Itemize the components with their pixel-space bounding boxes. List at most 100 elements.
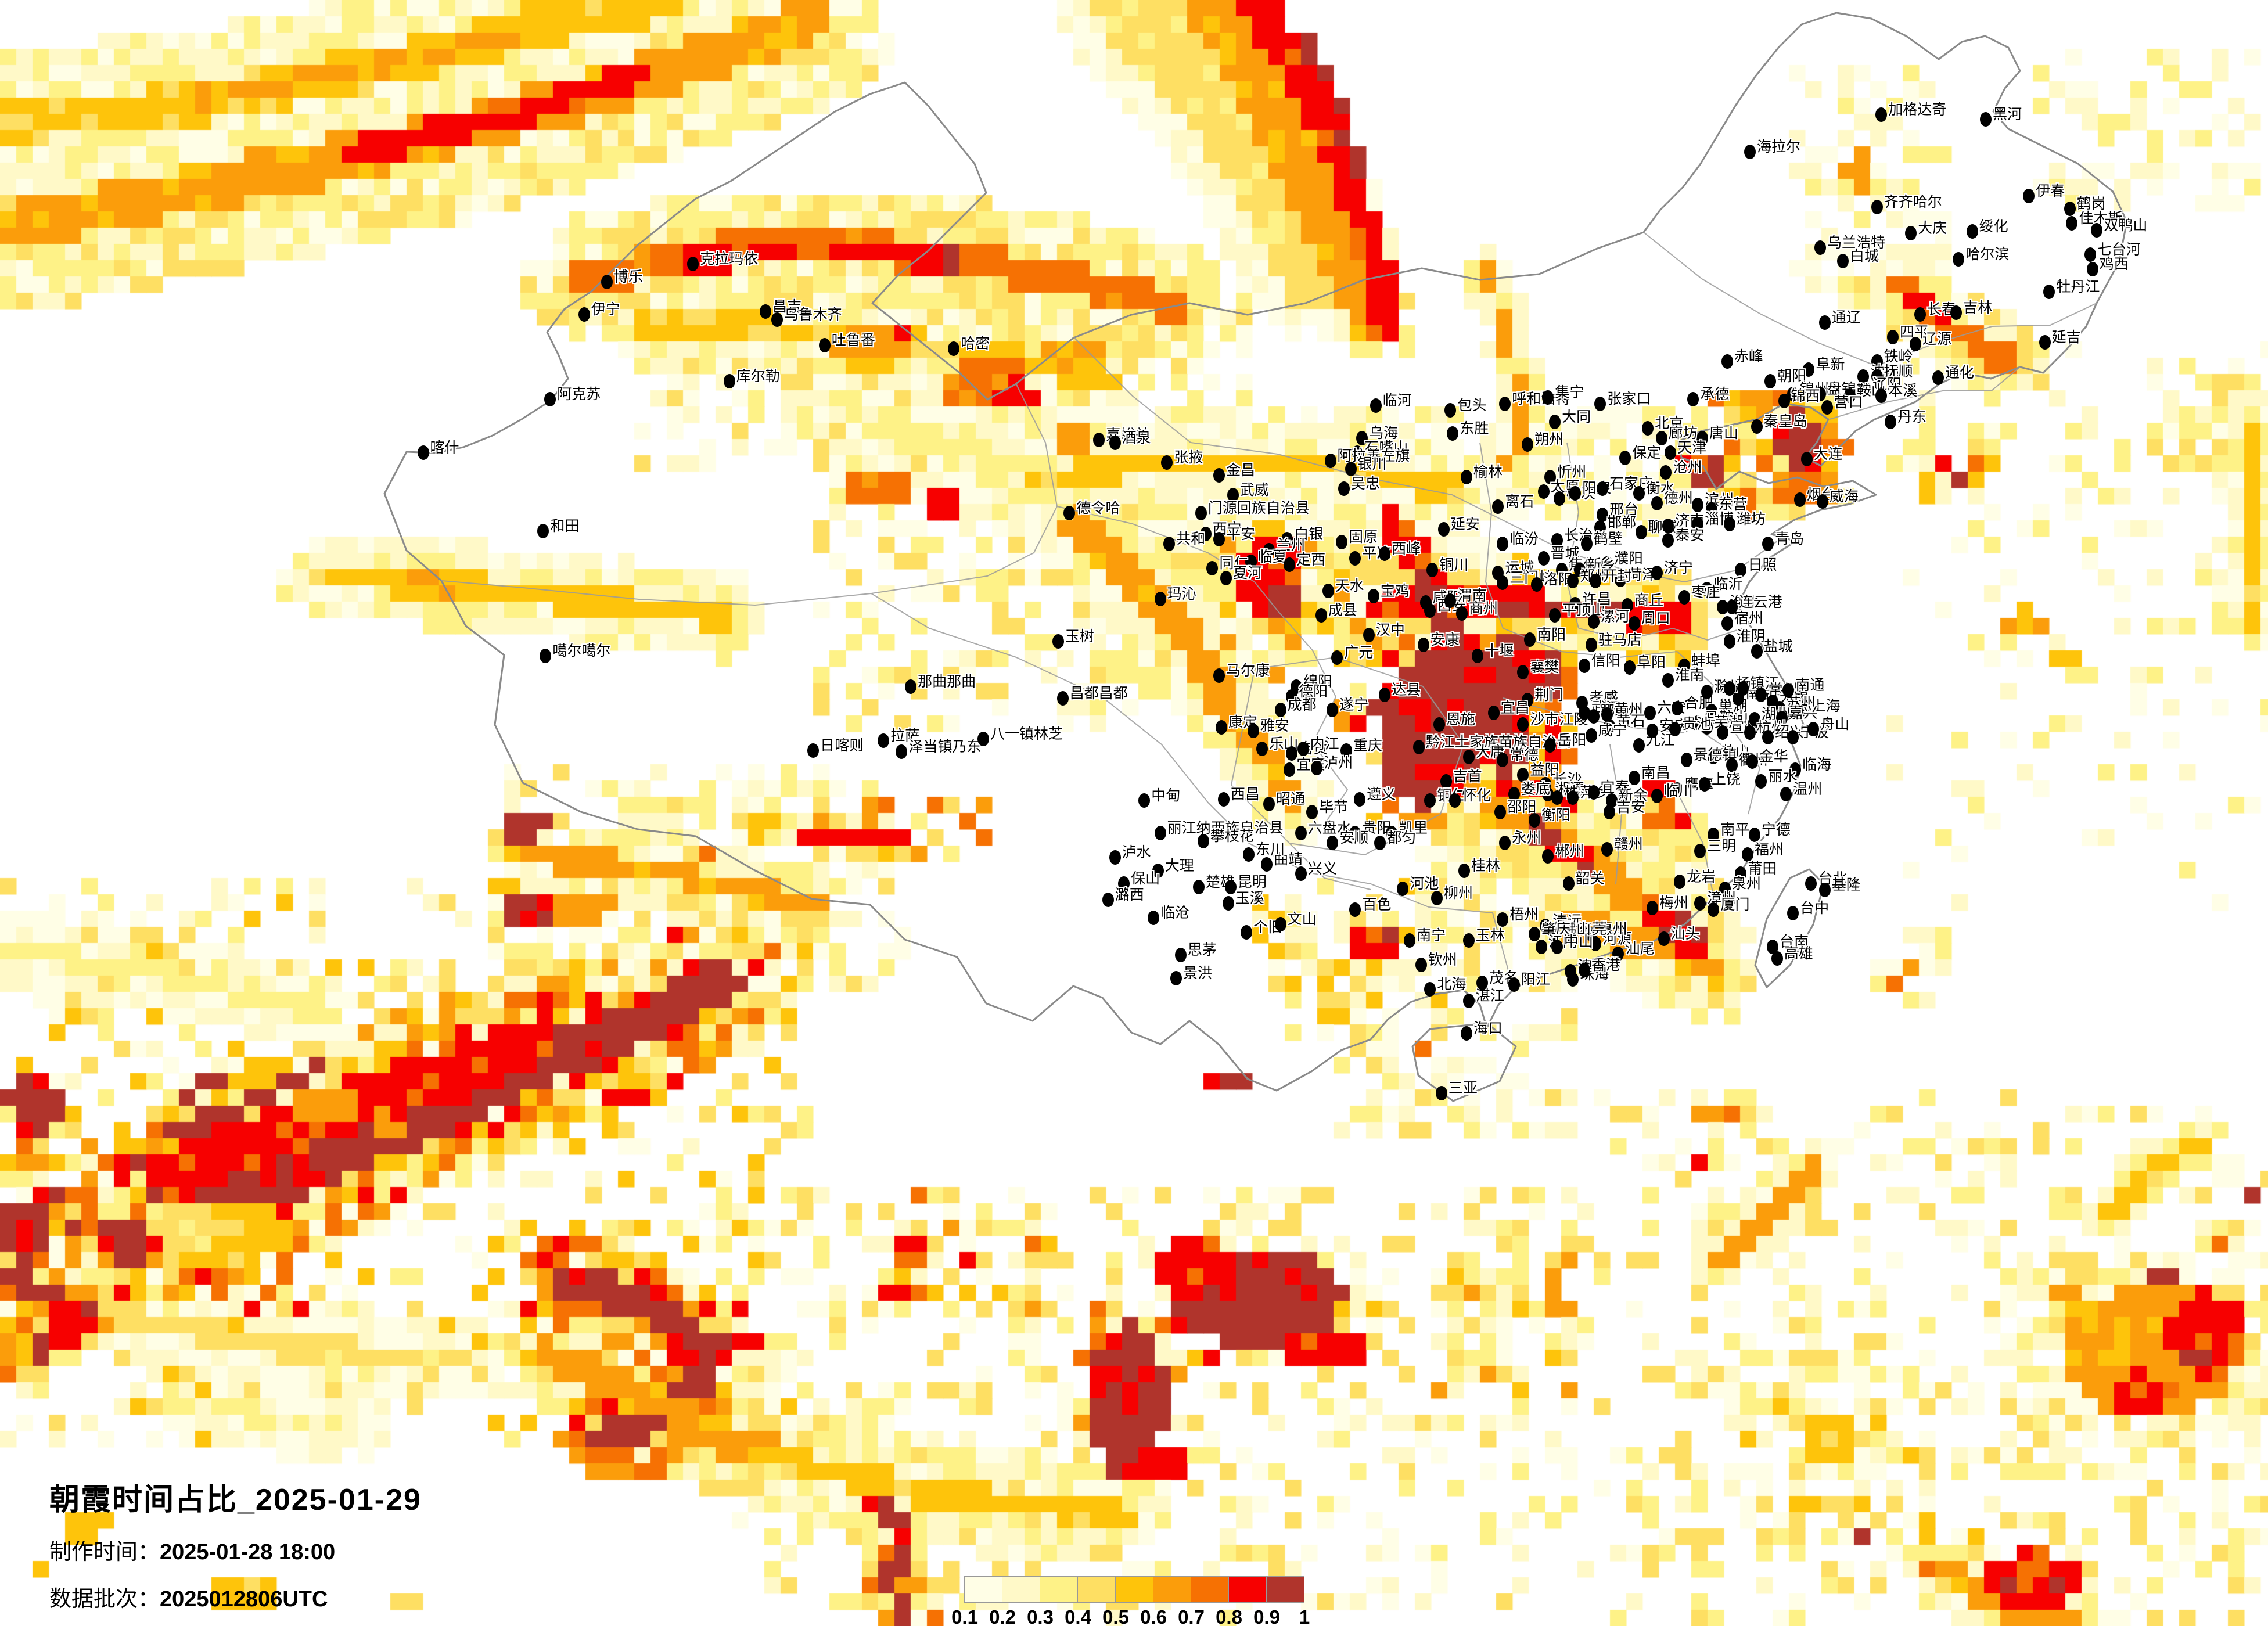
city-dot: [1056, 691, 1069, 706]
city-dot: [1622, 598, 1634, 613]
city-label: 承德: [1700, 386, 1730, 402]
city-dot: [1603, 718, 1615, 733]
city-label: 日照: [1748, 556, 1777, 573]
city-label: 邯郸: [1607, 515, 1637, 531]
city-label: 重庆: [1353, 737, 1382, 754]
city-dot: [1871, 354, 1883, 369]
city-dot: [1578, 706, 1590, 721]
city-dot: [1213, 668, 1225, 683]
city-dot: [1601, 707, 1613, 722]
city-dot: [1174, 948, 1187, 963]
city-label: 鸡西: [2099, 256, 2129, 272]
city-dot: [1424, 603, 1436, 618]
city-label: 榆林: [1473, 464, 1503, 481]
city-dot: [1537, 551, 1550, 566]
city-label: 喀什: [430, 440, 459, 456]
city-label: 濮阳: [1613, 550, 1643, 567]
city-dot: [1363, 627, 1375, 642]
city-dot: [1597, 481, 1609, 496]
city-dot: [1281, 531, 1293, 546]
city-dot: [1708, 749, 1720, 764]
city-label: 马尔康: [1226, 662, 1270, 679]
city-label: 金华: [1759, 749, 1788, 765]
city-dot: [1460, 1026, 1472, 1041]
city-label: 泽当镇乃东: [908, 739, 982, 756]
city-dot: [1578, 659, 1590, 673]
city-dot: [1284, 557, 1296, 573]
city-label: 宁德: [1761, 822, 1791, 839]
city-dot: [1494, 805, 1507, 819]
city-dot: [1635, 525, 1647, 540]
city-dot: [1508, 977, 1520, 992]
city-dot: [544, 391, 556, 406]
data-batch-row: 数据批次：2025012806UTC: [49, 1581, 422, 1613]
city-label: 景洪: [1182, 965, 1212, 981]
city-dot: [1603, 805, 1615, 819]
city-dot: [1762, 730, 1774, 745]
city-label: 都匀: [1387, 830, 1417, 847]
city-dot: [1213, 468, 1225, 483]
city-dot: [1535, 940, 1547, 955]
city-dot: [1764, 374, 1777, 388]
legend-tick-label: 0.6: [1140, 1606, 1167, 1626]
city-dot: [1404, 933, 1416, 948]
city-label: 攀枝花: [1210, 828, 1254, 845]
city-dot: [1574, 562, 1586, 577]
city-label: 银川: [1357, 456, 1387, 473]
city-dot: [1818, 883, 1831, 898]
city-label: 贵池: [1682, 716, 1712, 733]
city-dot: [1778, 393, 1790, 408]
city-dot: [1751, 643, 1763, 659]
city-label: 韶关: [1575, 870, 1605, 887]
city-dot: [1662, 533, 1674, 548]
city-label: 日喀则: [820, 737, 864, 754]
city-dot: [1798, 704, 1810, 719]
city-label: 乌兰浩特: [1827, 235, 1886, 251]
city-dot: [1723, 634, 1735, 649]
legend-swatch: [1153, 1576, 1191, 1603]
city-dot: [1678, 659, 1690, 673]
city-dot: [1222, 895, 1234, 911]
city-dot: [1800, 452, 1813, 467]
city-dot: [1349, 826, 1361, 841]
city-dot: [1274, 702, 1286, 717]
city-label: 大庆: [1918, 220, 1947, 237]
city-label: 乌鲁木齐: [783, 306, 842, 323]
city-dot: [1914, 307, 1926, 322]
city-label: 北京: [1655, 415, 1684, 432]
city-dot: [1807, 722, 1820, 737]
city-dot: [1311, 761, 1323, 776]
city-dot: [1324, 454, 1336, 469]
city-dot: [2066, 216, 2078, 231]
city-label: 西峰: [1392, 540, 1421, 557]
city-label: 嘉兴: [1788, 704, 1818, 721]
city-label: 潍坊: [1736, 511, 1766, 528]
city-dot: [1440, 774, 1452, 789]
city-label: 新乡: [1587, 556, 1616, 573]
city-dot: [1623, 660, 1636, 675]
city-dot: [1315, 608, 1327, 623]
city-dot: [1662, 519, 1674, 534]
city-dot: [537, 523, 549, 538]
city-dot: [1857, 369, 1870, 384]
city-dot: [1263, 543, 1275, 558]
city-dot: [1379, 546, 1391, 561]
city-label: 吉林: [1963, 300, 1993, 316]
city-dot: [760, 304, 772, 319]
city-label: 永州: [1512, 830, 1541, 847]
city-label: 高雄: [1784, 945, 1813, 962]
city-dot: [1782, 683, 1795, 697]
city-label: 白银: [1294, 526, 1324, 542]
city-dot: [1655, 431, 1667, 445]
city-dot: [2043, 285, 2055, 299]
city-label: 中甸: [1151, 787, 1181, 804]
city-label: 郴州: [1555, 843, 1584, 859]
city-label: 武威: [1239, 482, 1269, 498]
city-dot: [1544, 470, 1557, 485]
city-dot: [1336, 535, 1348, 550]
city-label: 同仁: [1219, 555, 1249, 571]
city-label: 丽江纳西族自治县: [1167, 820, 1284, 837]
city-label: 达县: [1392, 682, 1421, 699]
city-dot: [1462, 993, 1475, 1008]
city-dot: [1331, 650, 1343, 665]
